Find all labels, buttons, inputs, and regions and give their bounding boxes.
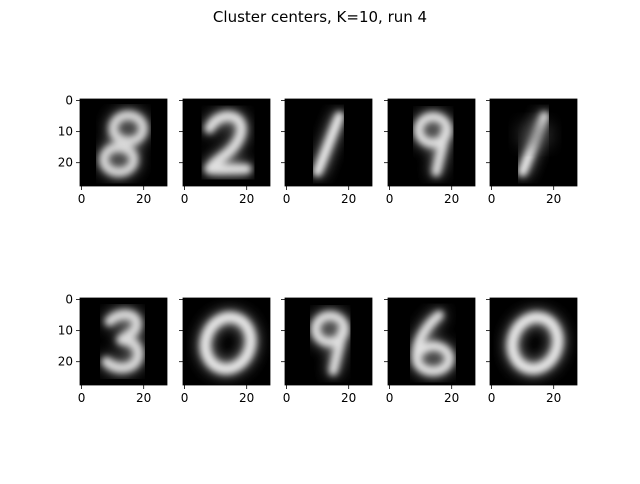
y-tick-label: 10 xyxy=(58,125,73,139)
x-tick-label: 0 xyxy=(78,192,86,206)
x-tick-label: 0 xyxy=(283,192,291,206)
x-tick-label: 0 xyxy=(181,192,189,206)
digit-image xyxy=(200,312,256,374)
x-tick-label: 20 xyxy=(239,192,254,206)
digit-image xyxy=(412,310,454,376)
x-tick-label: 0 xyxy=(488,391,496,405)
x-tick-label: 20 xyxy=(136,192,151,206)
cluster-panel: 0 20 xyxy=(384,98,476,206)
axes-frame xyxy=(79,98,168,187)
x-tick-label: 20 xyxy=(444,391,459,405)
cluster-panel: 0 20 xyxy=(384,297,476,405)
digit-image xyxy=(516,111,554,177)
axes-frame xyxy=(284,98,373,187)
x-tick-label: 0 xyxy=(283,391,291,405)
cluster-panel: 0 20 xyxy=(486,297,578,405)
x-tick-label: 0 xyxy=(78,391,86,405)
x-tick-label: 20 xyxy=(444,192,459,206)
x-tick-label: 20 xyxy=(341,192,356,206)
x-tick-label: 0 xyxy=(181,391,189,405)
y-tick-label: 0 xyxy=(65,94,73,108)
cluster-panel: 0 20 xyxy=(179,297,271,405)
cluster-panel: 0 20 xyxy=(179,98,271,206)
x-tick-label: 20 xyxy=(239,391,254,405)
digit-image xyxy=(99,111,148,177)
x-tick-label: 20 xyxy=(136,391,151,405)
axes-frame xyxy=(489,98,578,187)
y-tick-label: 20 xyxy=(58,156,73,170)
x-tick-label: 20 xyxy=(341,391,356,405)
y-tick-label: 20 xyxy=(58,355,73,369)
cluster-panel: 0 20 0 10 20 xyxy=(58,293,168,405)
y-tick-label: 0 xyxy=(65,293,73,307)
cluster-panel: 0 20 xyxy=(281,98,373,206)
axes-frame xyxy=(387,98,476,187)
cluster-panel: 0 20 xyxy=(486,98,578,206)
x-tick-label: 0 xyxy=(386,192,394,206)
cluster-center-panels: 0 20 0 10 20 0 20 0 20 0 20 0 20 0 20 0 10 20 0 20 0 20 0 20 0 20 xyxy=(58,94,578,405)
x-tick-label: 20 xyxy=(546,391,561,405)
figure-title: Cluster centers, K=10, run 4 xyxy=(213,8,427,26)
digit-image xyxy=(414,112,452,177)
axes-frame xyxy=(79,297,168,386)
y-tick-label: 10 xyxy=(58,324,73,338)
digit-image xyxy=(507,312,563,374)
axes-frame xyxy=(387,297,476,386)
axes-frame xyxy=(284,297,373,386)
digit-image xyxy=(101,310,143,373)
axes-frame xyxy=(182,297,271,386)
digit-image xyxy=(311,311,349,376)
x-tick-label: 0 xyxy=(386,391,394,405)
axes-frame xyxy=(489,297,578,386)
digit-image xyxy=(313,111,344,177)
digit-image xyxy=(204,111,252,174)
cluster-panel: 0 20 xyxy=(281,297,373,405)
x-tick-label: 0 xyxy=(488,192,496,206)
cluster-panel: 0 20 0 10 20 xyxy=(58,94,168,206)
x-tick-label: 20 xyxy=(546,192,561,206)
axes-frame xyxy=(182,98,271,187)
